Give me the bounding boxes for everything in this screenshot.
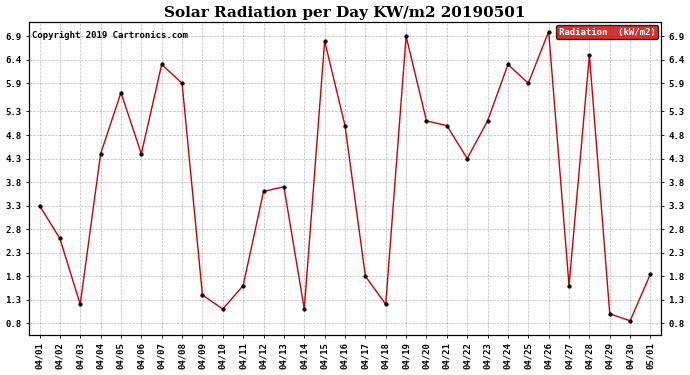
Text: Copyright 2019 Cartronics.com: Copyright 2019 Cartronics.com [32,32,188,40]
Title: Solar Radiation per Day KW/m2 20190501: Solar Radiation per Day KW/m2 20190501 [164,6,526,20]
Legend: Radiation  (kW/m2): Radiation (kW/m2) [556,25,658,39]
